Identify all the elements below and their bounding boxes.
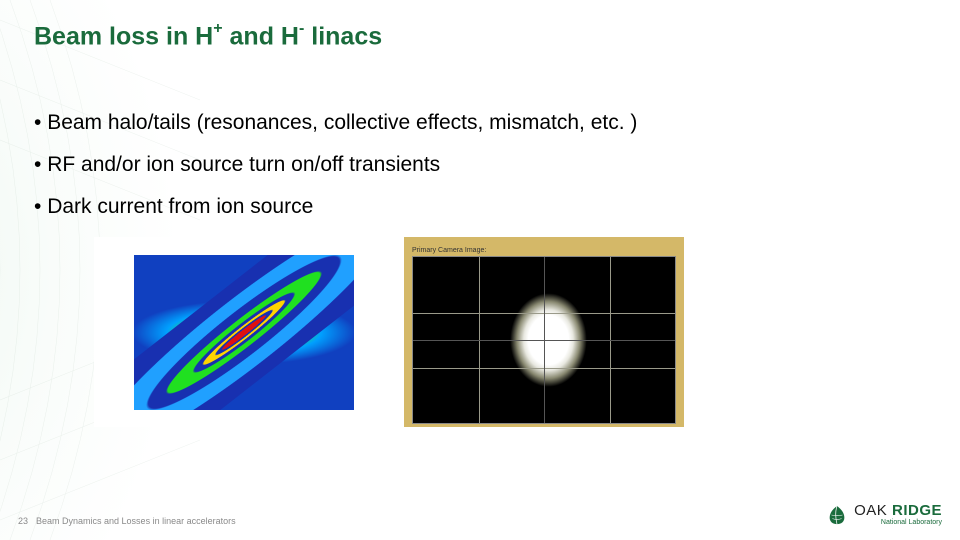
heatmap-plot-area	[134, 255, 354, 410]
crosshair-horizontal	[413, 340, 675, 341]
title-superscript-minus: -	[299, 20, 304, 37]
bullet-item: RF and/or ion source turn on/off transie…	[34, 153, 926, 177]
heatmap-ellipse	[134, 255, 354, 410]
bullet-list: Beam halo/tails (resonances, collective …	[34, 111, 926, 219]
camera-image-area	[412, 256, 676, 424]
title-part2: and H	[223, 22, 299, 50]
bullet-item: Beam halo/tails (resonances, collective …	[34, 111, 926, 135]
title-part3: linacs	[304, 22, 382, 50]
title-superscript-plus: +	[213, 20, 222, 37]
figures-row: Primary Camera Image:	[34, 237, 926, 427]
figure-camera-image: Primary Camera Image:	[404, 237, 684, 427]
title-part1: Beam loss in H	[34, 22, 213, 50]
slide-title: Beam loss in H+ and H- linacs	[34, 22, 926, 51]
bullet-item: Dark current from ion source	[34, 195, 926, 219]
camera-panel-title: Primary Camera Image:	[412, 247, 676, 254]
figure-beam-density	[94, 237, 374, 427]
